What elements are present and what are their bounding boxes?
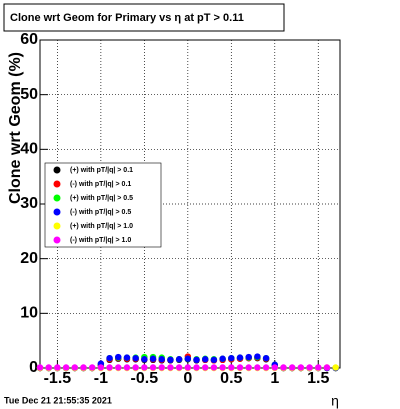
- marker: [88, 364, 96, 371]
- legend-label: (+) with pT/|q| > 1.0: [70, 223, 133, 230]
- legend-marker: [53, 166, 61, 174]
- marker: [236, 364, 244, 371]
- y-tick-label: 20: [20, 250, 38, 267]
- marker: [193, 364, 200, 371]
- marker: [97, 364, 105, 371]
- marker: [332, 364, 339, 371]
- marker: [288, 364, 296, 371]
- y-tick-label: 60: [20, 31, 38, 48]
- marker: [297, 364, 305, 371]
- y-tick-label: 0: [29, 359, 38, 376]
- y-tick-label: 30: [20, 195, 38, 212]
- marker: [280, 364, 287, 371]
- marker: [132, 364, 139, 371]
- marker: [141, 356, 148, 363]
- legend-marker: [53, 236, 61, 244]
- x-tick-label: 1.5: [307, 370, 329, 387]
- legend-label: (+) with pT/|q| > 0.5: [70, 195, 133, 202]
- legend-label: (-) with pT/|q| > 0.1: [70, 181, 131, 188]
- marker: [228, 354, 235, 362]
- marker: [219, 355, 226, 362]
- x-tick-label: 1: [270, 370, 279, 387]
- legend-marker: [53, 208, 61, 216]
- x-tick-label: -1.5: [44, 370, 72, 387]
- marker: [106, 354, 113, 362]
- marker: [245, 353, 252, 361]
- marker: [323, 364, 331, 371]
- legend-marker: [53, 194, 61, 202]
- marker: [306, 364, 313, 371]
- legend-marker: [53, 222, 61, 230]
- legend-label: (-) with pT/|q| > 1.0: [70, 237, 131, 244]
- marker: [36, 364, 44, 371]
- marker: [193, 356, 200, 363]
- marker: [210, 356, 218, 363]
- marker: [167, 356, 174, 363]
- x-tick-label: 0: [183, 370, 192, 387]
- marker: [115, 364, 122, 371]
- marker: [106, 364, 113, 371]
- marker: [149, 364, 157, 371]
- marker: [254, 353, 261, 360]
- legend-label: (-) with pT/|q| > 0.5: [70, 209, 131, 216]
- marker: [184, 364, 192, 371]
- marker: [141, 364, 148, 371]
- y-tick-label: 50: [20, 86, 38, 103]
- title-box: [3, 3, 285, 32]
- legend-box: [44, 162, 162, 248]
- marker: [210, 364, 218, 371]
- marker: [175, 364, 183, 371]
- marker: [132, 354, 139, 362]
- marker: [262, 354, 270, 362]
- marker: [315, 364, 322, 371]
- y-tick-label: 40: [20, 141, 38, 158]
- marker: [71, 364, 78, 371]
- x-tick-label: -1: [94, 370, 108, 387]
- marker: [202, 356, 209, 363]
- marker: [271, 364, 278, 371]
- legend-label: (+) with pT/|q| > 0.1: [70, 167, 133, 174]
- marker: [62, 364, 70, 371]
- chart-title: Clone wrt Geom for Primary vs η at pT > …: [10, 12, 244, 24]
- x-axis-label: η: [331, 393, 339, 409]
- marker: [45, 364, 52, 371]
- marker: [115, 353, 122, 361]
- x-tick-label: -0.5: [131, 370, 159, 387]
- marker: [123, 354, 131, 361]
- timestamp: Tue Dec 21 21:55:35 2021: [4, 395, 112, 405]
- legend-marker: [53, 180, 61, 188]
- marker: [149, 355, 157, 362]
- marker: [175, 356, 183, 363]
- x-tick-label: 0.5: [220, 370, 242, 387]
- marker: [202, 364, 209, 371]
- marker: [123, 364, 131, 371]
- marker: [245, 364, 252, 371]
- y-axis-label: Clone wrt Geom (%): [7, 52, 24, 204]
- marker: [80, 364, 87, 371]
- marker: [236, 354, 244, 361]
- marker: [228, 364, 235, 371]
- marker: [158, 356, 165, 363]
- marker: [184, 355, 192, 362]
- marker: [262, 364, 270, 371]
- marker: [167, 364, 174, 371]
- marker: [158, 364, 165, 371]
- marker: [219, 364, 226, 371]
- marker: [254, 364, 261, 371]
- y-tick-label: 10: [20, 305, 38, 322]
- marker: [54, 364, 61, 371]
